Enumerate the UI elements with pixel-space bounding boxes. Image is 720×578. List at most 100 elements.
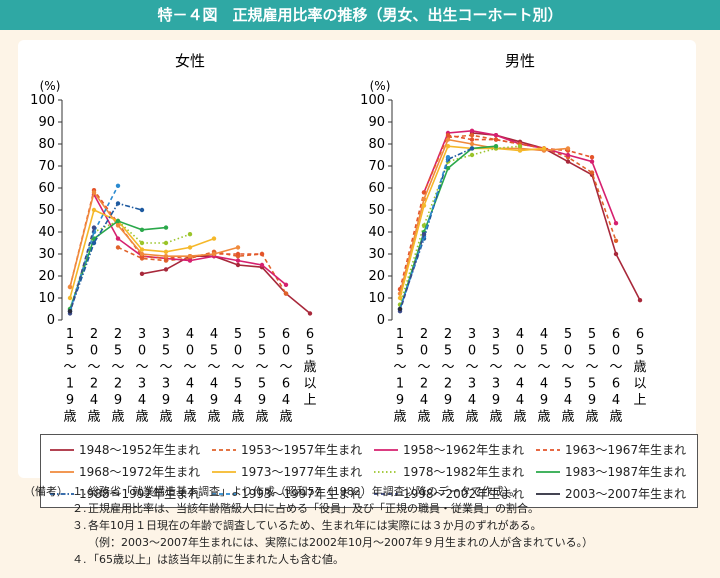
legend-swatch bbox=[212, 448, 236, 451]
data-point bbox=[187, 254, 193, 259]
data-point bbox=[211, 251, 217, 257]
data-point bbox=[67, 295, 73, 301]
x-tick-label: 5 5 ～ 5 9 歳 bbox=[255, 327, 268, 425]
y-tick-label: 60 bbox=[38, 181, 55, 196]
y-axis-label: (%) bbox=[40, 79, 61, 93]
y-tick-label: 100 bbox=[30, 93, 55, 108]
y-axis-label: (%) bbox=[370, 79, 391, 93]
y-tick-label: 70 bbox=[38, 159, 55, 174]
data-point bbox=[565, 152, 571, 158]
data-point bbox=[397, 295, 403, 301]
note-num: ２. bbox=[72, 502, 87, 515]
legend-label: 1963～1967年生まれ bbox=[565, 443, 687, 457]
x-tick-label: 1 5 ～ 1 9 歳 bbox=[63, 327, 76, 425]
legend-item: 1953～1957年生まれ bbox=[211, 441, 362, 458]
legend-label: 1973～1977年生まれ bbox=[241, 465, 363, 479]
y-tick-label: 20 bbox=[38, 269, 55, 284]
legend-swatch bbox=[536, 492, 560, 495]
data-point bbox=[163, 240, 169, 246]
x-tick-label: 4 0 ～ 4 4 歳 bbox=[513, 327, 526, 425]
x-tick-label: 6 0 ～ 6 4 歳 bbox=[609, 327, 622, 425]
y-tick-label: 0 bbox=[377, 313, 385, 328]
legend-item: 1968～1972年生まれ bbox=[49, 463, 200, 480]
note-num: １. bbox=[72, 485, 87, 498]
data-point bbox=[115, 201, 121, 206]
data-point bbox=[139, 227, 145, 232]
legend-label: 1948～1952年生まれ bbox=[79, 443, 201, 457]
data-point bbox=[493, 137, 499, 142]
data-point bbox=[163, 267, 169, 272]
y-tick-label: 20 bbox=[368, 269, 385, 284]
note-text: 「65歳以上」は該当年以前に生まれた人も含む値。 bbox=[88, 553, 344, 566]
data-point bbox=[163, 225, 169, 230]
series-line bbox=[399, 145, 545, 299]
chart-title: 男性 bbox=[505, 52, 535, 70]
x-tick-label: 6 5 歳以上 bbox=[303, 327, 316, 408]
data-point bbox=[637, 298, 643, 303]
data-point bbox=[91, 207, 97, 213]
x-tick-label: 3 0 ～ 3 4 歳 bbox=[135, 327, 148, 425]
data-point bbox=[493, 144, 499, 149]
data-point bbox=[115, 245, 121, 250]
series-line bbox=[399, 138, 569, 294]
data-point bbox=[565, 159, 571, 164]
legend-swatch bbox=[212, 492, 236, 495]
legend-label: 1953～1957年生まれ bbox=[241, 443, 363, 457]
legend-item: 1963～1967年生まれ bbox=[535, 441, 686, 458]
legend-item: 1983～1987年生まれ bbox=[535, 463, 686, 480]
legend-item: 2003～2007年生まれ bbox=[535, 485, 686, 502]
data-point bbox=[91, 240, 97, 246]
data-point bbox=[211, 236, 217, 241]
legend-item: 1978～1982年生まれ bbox=[373, 463, 524, 480]
notes-label: （備考） bbox=[24, 485, 68, 498]
data-point bbox=[589, 159, 595, 164]
series-line bbox=[399, 147, 473, 310]
data-point bbox=[589, 170, 595, 175]
data-point bbox=[115, 218, 121, 224]
legend-item: 1958～1962年生まれ bbox=[373, 441, 524, 458]
data-point bbox=[421, 190, 427, 195]
data-point bbox=[187, 232, 193, 237]
legend-label: 1968～1972年生まれ bbox=[79, 465, 201, 479]
legend-label: 2003～2007年生まれ bbox=[565, 487, 687, 501]
data-point bbox=[163, 254, 169, 259]
x-tick-label: 4 5 ～ 4 9 歳 bbox=[207, 327, 220, 425]
x-tick-label: 6 5 歳以上 bbox=[633, 327, 646, 408]
series-line bbox=[399, 145, 497, 310]
series-line bbox=[69, 185, 119, 312]
x-tick-label: 5 5 ～ 5 9 歳 bbox=[585, 327, 598, 425]
series-line bbox=[69, 190, 239, 288]
legend-item: 1948～1952年生まれ bbox=[49, 441, 200, 458]
data-point bbox=[115, 183, 121, 188]
data-point bbox=[469, 141, 475, 147]
data-point bbox=[469, 128, 475, 133]
y-tick-label: 40 bbox=[38, 225, 55, 240]
series-line bbox=[399, 145, 521, 305]
legend-swatch bbox=[212, 470, 236, 473]
data-point bbox=[283, 282, 289, 287]
data-point bbox=[187, 258, 193, 263]
data-point bbox=[235, 251, 241, 257]
note-num: ４. bbox=[72, 553, 87, 566]
notes: （備考） １. 総務省「就業構造基本調査」より作成（昭和57（1982）年調査以… bbox=[24, 483, 714, 568]
x-tick-label: 2 0 ～ 2 4 歳 bbox=[417, 327, 430, 425]
data-point bbox=[445, 144, 451, 149]
data-point bbox=[397, 306, 403, 312]
legend-label: 1983～1987年生まれ bbox=[565, 465, 687, 479]
y-tick-label: 80 bbox=[38, 137, 55, 152]
data-point bbox=[163, 249, 169, 254]
data-point bbox=[541, 146, 547, 151]
y-tick-label: 10 bbox=[368, 291, 385, 306]
x-tick-label: 3 5 ～ 3 9 歳 bbox=[159, 327, 172, 425]
chart-panel: 女性 (%) 0 10 20 30 40 50 60 70 80 90 100 1 5 ～ 1 9 歳 2 0 ～ 2 4 歳 2… bbox=[18, 40, 698, 508]
series-line bbox=[93, 194, 287, 286]
data-point bbox=[469, 146, 475, 151]
data-point bbox=[517, 144, 523, 149]
data-point bbox=[67, 309, 73, 314]
chart-0: 女性 (%) 0 10 20 30 40 50 60 70 80 90 100 1 5 ～ 1 9 歳 2 0 ～ 2 4 歳 2… bbox=[30, 52, 316, 425]
y-tick-label: 30 bbox=[368, 247, 385, 262]
data-point bbox=[421, 203, 427, 208]
series-line bbox=[69, 227, 95, 314]
data-point bbox=[421, 232, 427, 237]
legend-item: 1993～1997年生まれ bbox=[211, 485, 362, 502]
